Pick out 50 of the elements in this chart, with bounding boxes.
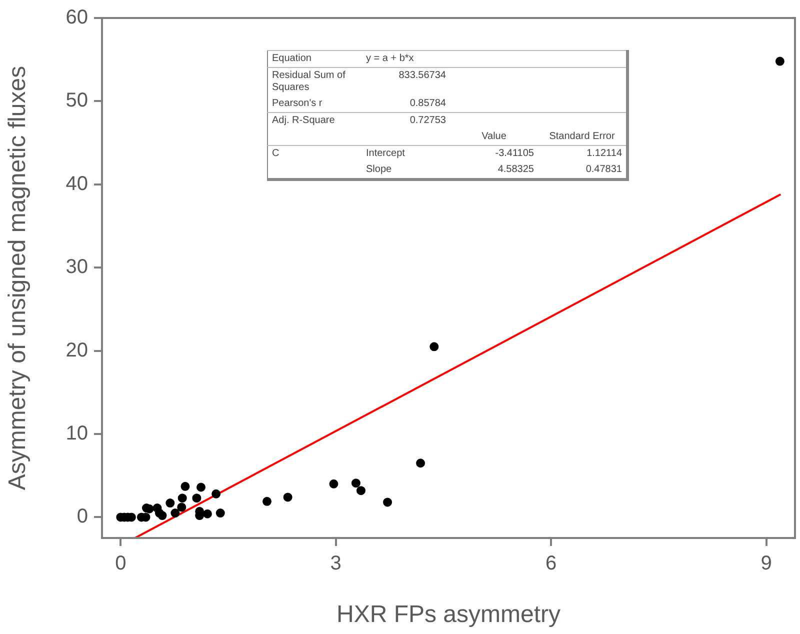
- x-tick-label: 6: [546, 552, 557, 575]
- point: [170, 508, 180, 518]
- point: [212, 489, 221, 498]
- annotation: Value: [482, 131, 506, 142]
- point: [329, 479, 338, 488]
- annotation: Residual Sum of Squares: [272, 70, 346, 93]
- y-tick-label: 10: [66, 422, 88, 445]
- y-tick-label: 40: [66, 172, 88, 195]
- point: [262, 496, 272, 506]
- y-tick-label: 20: [66, 339, 88, 362]
- annotation: 833.56734: [398, 70, 446, 81]
- annotation: C: [272, 148, 280, 159]
- annotation: Adj. R-Square: [272, 115, 335, 126]
- annotation: 0.47831: [586, 164, 622, 175]
- annotation: Pearson's r: [272, 98, 322, 109]
- annotation: Intercept: [366, 148, 405, 159]
- annotation: Equation: [272, 53, 312, 64]
- point: [383, 498, 392, 507]
- x-tick-label: 9: [760, 552, 772, 575]
- point: [283, 492, 292, 502]
- point: [166, 498, 175, 508]
- annotation: 0.72753: [410, 115, 446, 126]
- x-axis-title: HXR FPs asymmetry: [336, 601, 561, 628]
- point: [430, 342, 439, 352]
- annotation: y = a + b*x: [366, 53, 414, 64]
- point: [196, 482, 206, 492]
- point: [216, 508, 225, 518]
- annotation: Slope: [366, 164, 392, 175]
- point: [178, 494, 187, 503]
- point: [180, 482, 190, 491]
- y-tick-label: 50: [66, 90, 88, 112]
- y-tick-label: 60: [66, 6, 88, 29]
- y-tick-label: 30: [66, 256, 88, 278]
- y-tick-label: 0: [76, 506, 88, 528]
- point: [775, 56, 784, 66]
- point: [192, 494, 202, 503]
- annotation: Standard Error: [549, 131, 615, 142]
- y-axis-title: Asymmetry of unsigned magnetic fluxes: [4, 66, 32, 490]
- point: [416, 458, 426, 468]
- annotation: 4.58325: [498, 164, 534, 175]
- annotation: 1.12114: [586, 148, 622, 159]
- point: [177, 502, 186, 512]
- point: [351, 478, 360, 488]
- x-tick-label: 0: [115, 552, 126, 575]
- annotation: -3.41105: [495, 148, 534, 159]
- point: [158, 511, 167, 520]
- annotation: 0.85784: [410, 98, 446, 109]
- x-tick-label: 3: [330, 552, 342, 575]
- point: [202, 509, 212, 518]
- point: [356, 486, 366, 496]
